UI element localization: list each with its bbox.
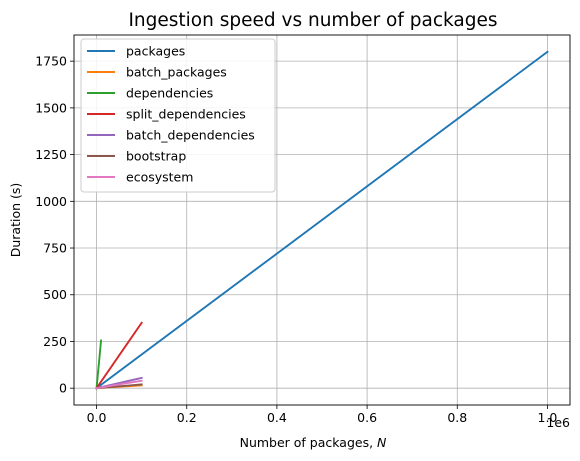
x-tick-label: 0.4 <box>267 410 287 425</box>
x-axis-offset-label: 1e6 <box>546 415 570 430</box>
legend-entry-packages: packages <box>87 44 185 59</box>
x-tick-label: 1.0 <box>538 410 558 425</box>
x-axis-ticks: 0.0 0.2 0.4 0.6 0.8 1.0 <box>87 405 558 425</box>
legend-label: packages <box>126 44 185 59</box>
legend-entries: packages batch_packages dependencies split_… <box>87 44 255 185</box>
x-tick-label: 0.2 <box>177 410 197 425</box>
legend-label: ecosystem <box>126 170 193 185</box>
y-tick-label: 750 <box>43 241 67 256</box>
legend-entry-ecosystem: ecosystem <box>87 170 193 185</box>
series-line-split-dependencies <box>95 321 143 390</box>
legend-label: dependencies <box>126 86 213 101</box>
series-line-packages <box>95 50 549 390</box>
legend-entry-split-dependencies: split_dependencies <box>87 107 246 122</box>
legend: packages batch_packages dependencies split_… <box>80 38 276 193</box>
legend-label: batch_packages <box>126 65 227 80</box>
x-axis-label-variable: N <box>377 435 387 450</box>
legend-label: batch_dependencies <box>126 128 255 143</box>
y-tick-label: 0 <box>59 381 67 396</box>
x-tick-label: 0.0 <box>87 410 107 425</box>
y-axis-label: Duration (s) <box>8 183 23 258</box>
y-tick-label: 1750 <box>35 54 67 69</box>
legend-frame <box>80 38 276 193</box>
plot-frame <box>73 34 571 406</box>
series-line-ecosystem <box>95 379 143 390</box>
legend-entry-bootstrap: bootstrap <box>87 149 186 164</box>
legend-entry-batch-packages: batch_packages <box>87 65 227 80</box>
y-tick-label: 250 <box>43 334 67 349</box>
legend-entry-dependencies: dependencies <box>87 86 213 101</box>
x-tick-label: 0.8 <box>447 410 467 425</box>
legend-label: bootstrap <box>126 149 186 164</box>
y-tick-label: 1250 <box>35 147 67 162</box>
chart-title: Ingestion speed vs number of packages <box>128 10 497 31</box>
x-axis-label: Number of packages, N <box>240 435 387 450</box>
y-tick-label: 1500 <box>35 100 67 115</box>
y-tick-label: 500 <box>43 287 67 302</box>
x-tick-label: 0.6 <box>357 410 377 425</box>
series-lines <box>95 50 549 390</box>
legend-entry-batch-dependencies: batch_dependencies <box>87 128 255 143</box>
x-axis-label-text: Number of packages, <box>240 435 377 450</box>
series-line-dependencies <box>95 339 103 390</box>
legend-label: split_dependencies <box>126 107 246 122</box>
y-tick-label: 1000 <box>35 194 67 209</box>
y-axis-ticks: 0 250 500 750 1000 1250 1500 1750 <box>35 54 74 396</box>
